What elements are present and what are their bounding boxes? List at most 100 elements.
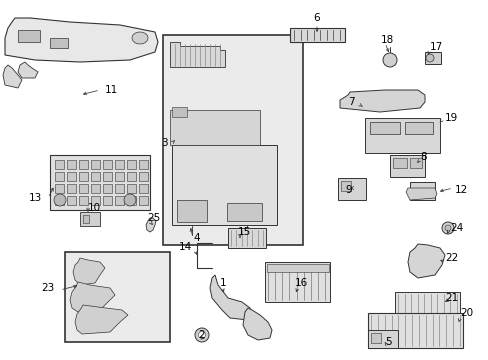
- Polygon shape: [70, 282, 115, 312]
- Bar: [127, 172, 136, 181]
- Polygon shape: [243, 308, 271, 340]
- Bar: [91, 160, 100, 169]
- Bar: [226, 203, 262, 221]
- Bar: [139, 160, 148, 169]
- Bar: [127, 184, 136, 193]
- Bar: [172, 107, 186, 117]
- Bar: [91, 172, 100, 181]
- Bar: [79, 172, 88, 181]
- Polygon shape: [5, 18, 158, 62]
- Polygon shape: [3, 65, 22, 88]
- Bar: [67, 196, 76, 205]
- Bar: [409, 182, 434, 200]
- Bar: [409, 158, 421, 168]
- Bar: [115, 172, 124, 181]
- Bar: [172, 145, 276, 225]
- Text: 9: 9: [345, 185, 351, 195]
- Text: 22: 22: [444, 253, 457, 263]
- Text: 11: 11: [105, 85, 118, 95]
- Polygon shape: [209, 275, 251, 320]
- Bar: [55, 196, 64, 205]
- Text: 5: 5: [384, 337, 391, 347]
- Bar: [18, 30, 40, 42]
- Circle shape: [195, 328, 208, 342]
- Bar: [79, 184, 88, 193]
- Text: 14: 14: [179, 242, 192, 252]
- Bar: [264, 262, 329, 302]
- Polygon shape: [75, 305, 128, 334]
- Bar: [364, 118, 439, 153]
- Bar: [67, 172, 76, 181]
- Bar: [103, 184, 112, 193]
- Bar: [103, 172, 112, 181]
- Circle shape: [441, 222, 453, 234]
- Bar: [139, 172, 148, 181]
- Text: 1: 1: [220, 278, 226, 288]
- Polygon shape: [405, 188, 436, 200]
- Text: 24: 24: [449, 223, 462, 233]
- Polygon shape: [146, 218, 156, 232]
- Bar: [337, 178, 365, 200]
- Bar: [369, 122, 399, 134]
- Bar: [367, 330, 397, 348]
- Bar: [394, 292, 459, 317]
- Bar: [50, 155, 150, 210]
- Circle shape: [54, 194, 66, 206]
- Bar: [227, 228, 265, 248]
- Bar: [177, 200, 206, 222]
- Text: 3: 3: [161, 138, 168, 148]
- Bar: [424, 52, 440, 64]
- Bar: [127, 196, 136, 205]
- Circle shape: [382, 53, 396, 67]
- Text: 6: 6: [313, 13, 320, 23]
- Polygon shape: [170, 42, 224, 67]
- Bar: [50, 38, 68, 48]
- Bar: [289, 28, 345, 42]
- Bar: [370, 333, 380, 343]
- Polygon shape: [73, 258, 105, 285]
- Bar: [80, 212, 100, 226]
- Text: 15: 15: [238, 227, 251, 237]
- Bar: [340, 181, 350, 191]
- Bar: [392, 158, 406, 168]
- Polygon shape: [132, 32, 148, 44]
- Bar: [91, 196, 100, 205]
- Text: 8: 8: [419, 152, 426, 162]
- Text: 4: 4: [193, 233, 199, 243]
- Text: 18: 18: [380, 35, 393, 45]
- Circle shape: [444, 225, 450, 231]
- Bar: [404, 122, 432, 134]
- Bar: [55, 160, 64, 169]
- Text: 17: 17: [429, 42, 442, 52]
- Bar: [266, 264, 328, 272]
- Polygon shape: [339, 90, 424, 112]
- Bar: [163, 35, 303, 245]
- Bar: [91, 184, 100, 193]
- Text: 23: 23: [41, 283, 55, 293]
- Bar: [55, 172, 64, 181]
- Bar: [65, 252, 170, 342]
- Bar: [79, 160, 88, 169]
- Circle shape: [198, 332, 205, 338]
- Circle shape: [124, 194, 136, 206]
- Bar: [103, 196, 112, 205]
- Text: 2: 2: [198, 330, 204, 340]
- Text: 16: 16: [294, 278, 307, 288]
- Bar: [67, 184, 76, 193]
- Circle shape: [425, 54, 433, 62]
- Text: 12: 12: [454, 185, 468, 195]
- Text: 10: 10: [88, 203, 101, 213]
- Bar: [389, 155, 424, 177]
- Bar: [115, 160, 124, 169]
- Bar: [83, 215, 89, 223]
- Bar: [115, 184, 124, 193]
- Bar: [67, 160, 76, 169]
- Bar: [55, 184, 64, 193]
- Bar: [103, 160, 112, 169]
- Text: 20: 20: [459, 308, 472, 318]
- Text: 13: 13: [29, 193, 42, 203]
- Bar: [115, 196, 124, 205]
- Bar: [367, 313, 462, 348]
- Text: 7: 7: [347, 97, 354, 107]
- Bar: [127, 160, 136, 169]
